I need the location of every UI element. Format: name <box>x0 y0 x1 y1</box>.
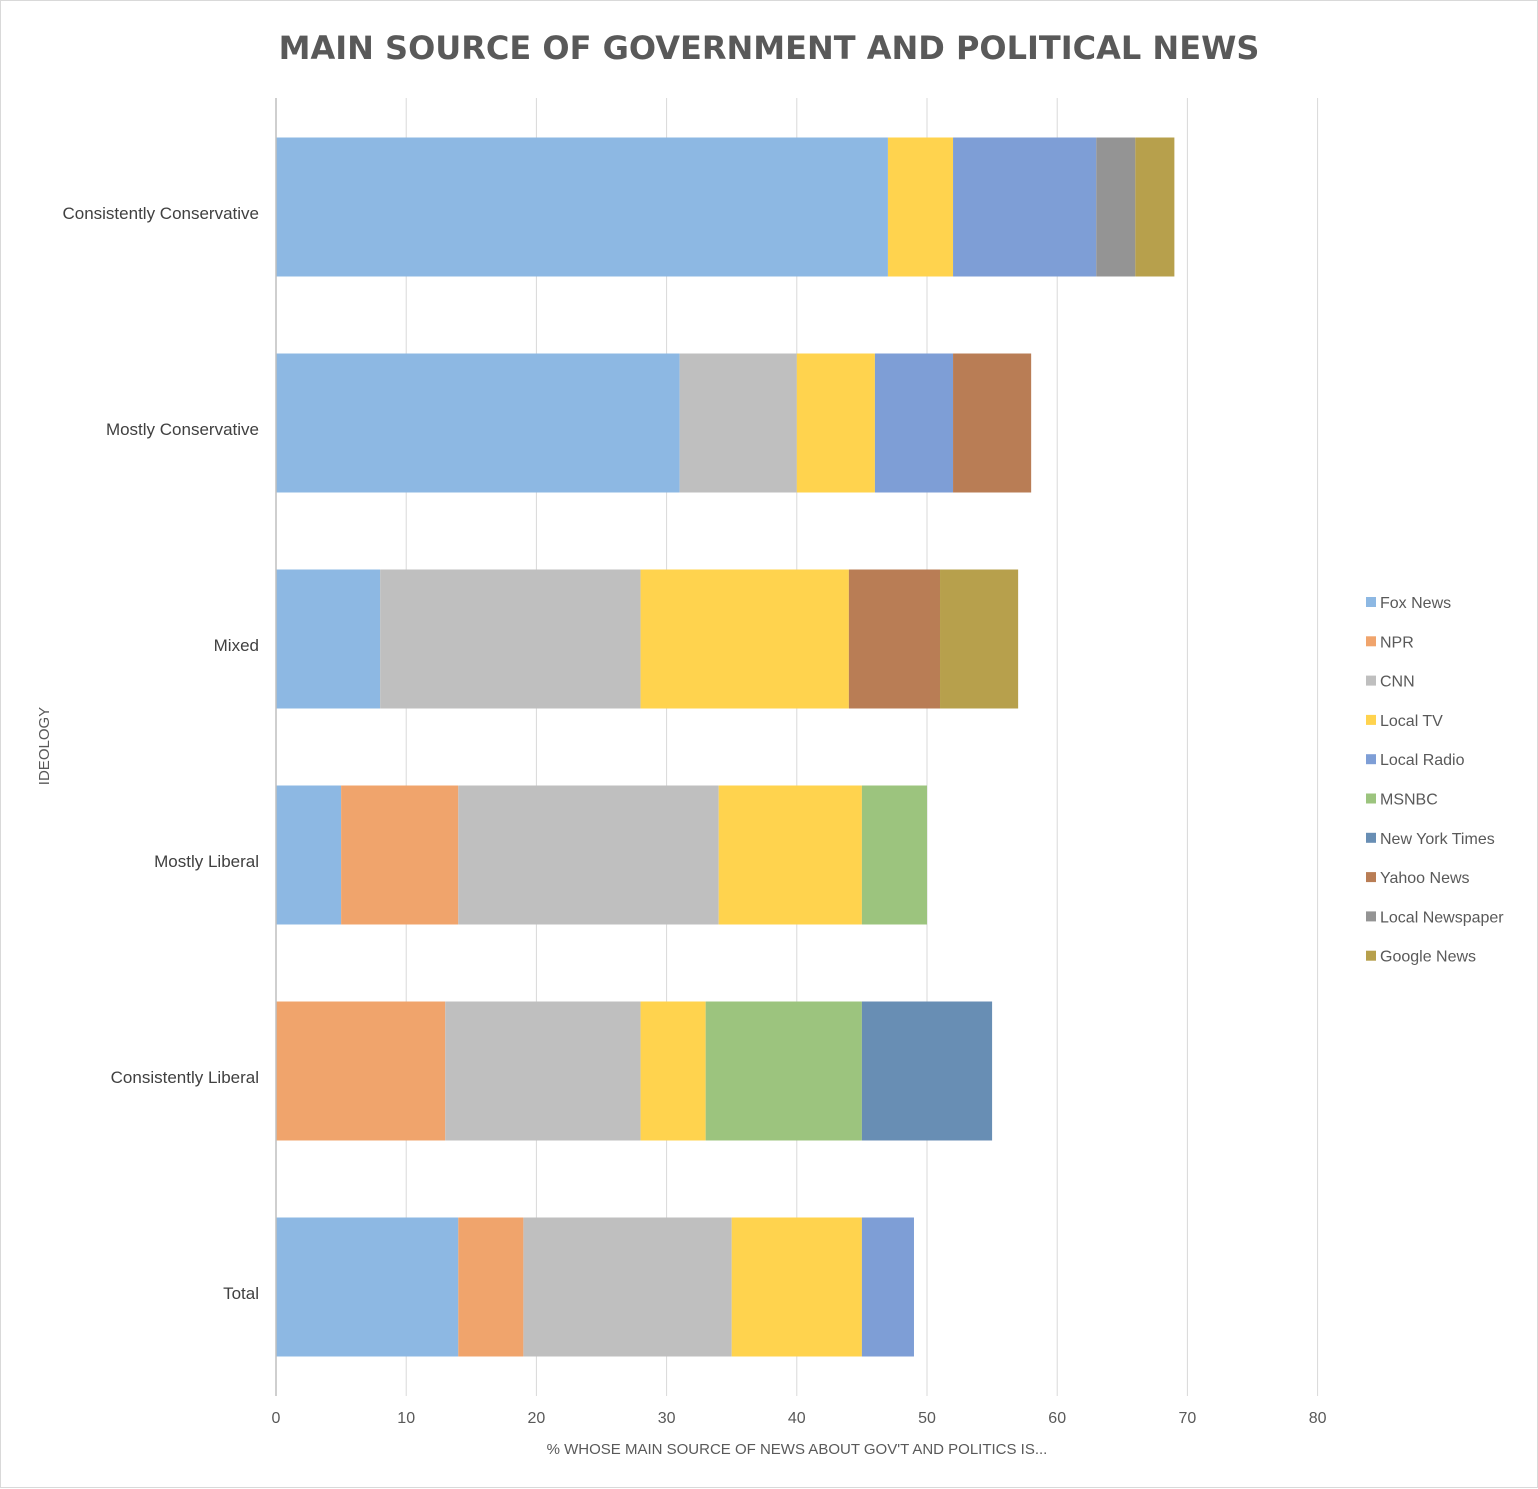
bar-segment <box>848 569 941 709</box>
bars <box>276 137 1175 1357</box>
bar-segment <box>276 353 680 493</box>
bar-segment <box>887 137 954 277</box>
category-label: Mostly Liberal <box>154 852 259 871</box>
bar-segment <box>276 569 381 709</box>
legend-label: Local Radio <box>1380 752 1465 769</box>
legend-label: New York Times <box>1380 831 1495 848</box>
bar-segment <box>276 1217 459 1357</box>
bar-segment <box>718 785 862 925</box>
chart-title: MAIN SOURCE OF GOVERNMENT AND POLITICAL … <box>279 29 1260 67</box>
x-tick-label: 70 <box>1179 1410 1197 1427</box>
x-tick-label: 10 <box>397 1410 415 1427</box>
bar-segment <box>1135 137 1175 277</box>
bar-segment <box>341 785 459 925</box>
bar-segment <box>940 569 1019 709</box>
legend-swatch <box>1366 754 1376 765</box>
category-label: Consistently Conservative <box>62 204 259 223</box>
legend-swatch <box>1366 636 1376 647</box>
x-axis-ticks: 0 10 20 30 40 50 60 70 80 <box>272 1410 1327 1427</box>
bar-segment <box>445 1001 641 1141</box>
legend-label: Local TV <box>1380 713 1443 730</box>
legend-label: NPR <box>1380 634 1414 651</box>
legend-label: CNN <box>1380 674 1415 691</box>
legend-swatch <box>1366 597 1376 607</box>
legend-label: Yahoo News <box>1380 870 1470 887</box>
bar-segment <box>953 137 1097 277</box>
legend-swatch <box>1366 714 1376 725</box>
legend-swatch <box>1366 911 1376 922</box>
legend: Fox News NPR CNN Local TV Local Radio MSNBC Ne… <box>1366 595 1504 966</box>
legend-label: MSNBC <box>1380 792 1438 809</box>
x-tick-label: 50 <box>918 1410 936 1427</box>
bar-segment <box>861 785 927 925</box>
bar-segment <box>458 1217 524 1357</box>
legend-swatch <box>1366 832 1376 843</box>
bar-segment <box>640 1001 706 1141</box>
category-label: Mixed <box>214 636 259 655</box>
category-label: Total <box>223 1284 259 1303</box>
y-axis: Consistently Conservative Mostly Conserva… <box>62 98 277 1396</box>
legend-label: Local Newspaper <box>1380 909 1504 926</box>
bar-segment <box>861 1001 993 1141</box>
legend-swatch <box>1366 872 1376 883</box>
y-axis-title: IDEOLOGY <box>36 707 53 785</box>
x-tick-label: 80 <box>1309 1410 1327 1427</box>
bar-segment <box>705 1001 862 1141</box>
category-label: Consistently Liberal <box>111 1068 259 1087</box>
x-tick-label: 60 <box>1048 1410 1066 1427</box>
legend-swatch <box>1366 950 1376 961</box>
bar-segment <box>276 137 888 277</box>
x-tick-label: 20 <box>528 1410 546 1427</box>
bar-segment <box>276 1001 446 1141</box>
bar-segment <box>731 1217 862 1357</box>
bar-segment <box>276 785 342 925</box>
x-tick-label: 30 <box>658 1410 676 1427</box>
bar-segment <box>874 353 954 493</box>
bar-segment <box>679 353 797 493</box>
legend-swatch <box>1366 793 1376 804</box>
legend-swatch <box>1366 675 1376 686</box>
bar-segment <box>796 353 875 493</box>
legend-label: Fox News <box>1380 595 1451 612</box>
category-label: Mostly Conservative <box>106 420 259 439</box>
x-tick-label: 0 <box>272 1410 281 1427</box>
bar-segment <box>458 785 719 925</box>
bar-segment <box>861 1217 914 1357</box>
bar-segment <box>523 1217 732 1357</box>
x-tick-label: 40 <box>788 1410 806 1427</box>
x-axis-title: % WHOSE MAIN SOURCE OF NEWS ABOUT GOV'T … <box>547 1441 1048 1458</box>
legend-label: Google News <box>1380 949 1476 966</box>
gridlines <box>405 98 1319 1396</box>
bar-segment <box>953 353 1032 493</box>
bar-segment <box>640 569 849 709</box>
bar-segment <box>380 569 641 709</box>
bar-segment <box>1096 137 1136 277</box>
